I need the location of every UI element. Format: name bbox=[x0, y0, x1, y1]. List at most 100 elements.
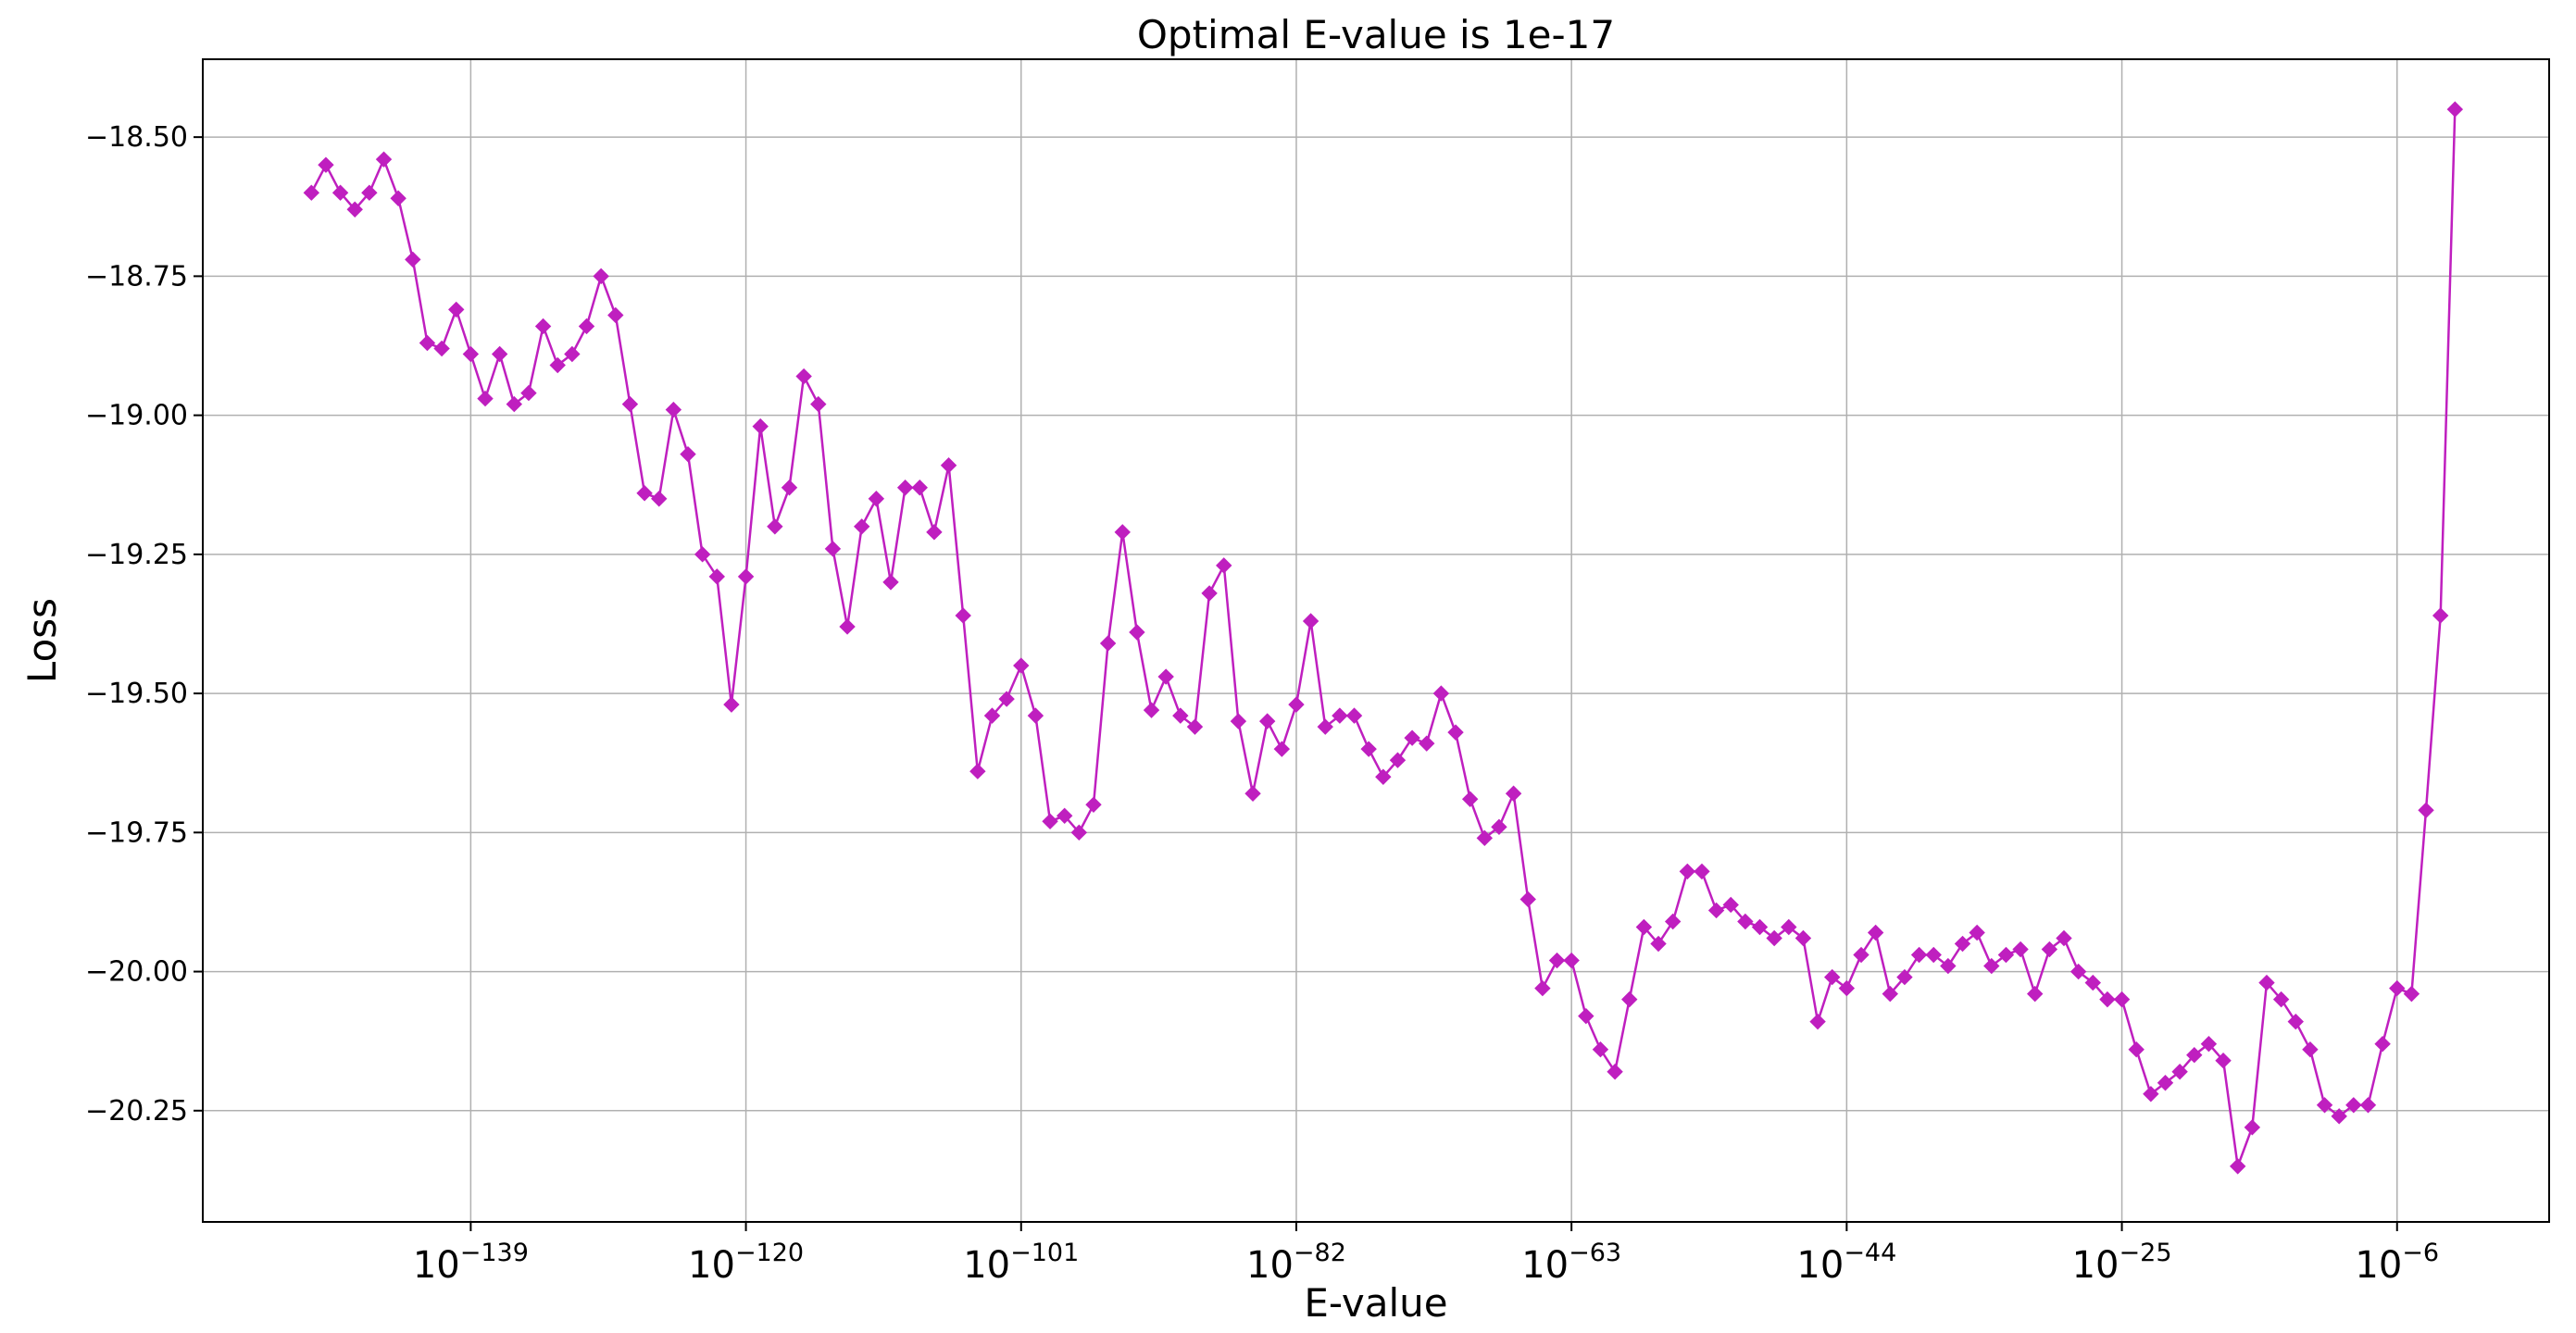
data-point bbox=[1404, 729, 1420, 746]
data-point bbox=[1143, 702, 1160, 718]
data-point bbox=[1910, 946, 1928, 964]
data-point bbox=[1737, 913, 1754, 930]
data-point bbox=[346, 201, 363, 218]
data-point bbox=[940, 456, 957, 474]
data-point bbox=[911, 480, 928, 496]
data-point bbox=[1332, 707, 1348, 724]
data-point bbox=[752, 417, 769, 435]
data-point bbox=[318, 156, 334, 173]
data-point bbox=[1230, 713, 1247, 729]
data-point bbox=[1288, 696, 1305, 713]
data-point bbox=[839, 618, 856, 635]
data-point bbox=[1519, 891, 1536, 908]
x-axis-label: E-value bbox=[1304, 1280, 1447, 1326]
data-point bbox=[2157, 1075, 2174, 1091]
data-point bbox=[2272, 990, 2290, 1008]
data-point bbox=[1592, 1040, 1609, 1058]
data-point bbox=[1809, 1013, 1826, 1030]
data-point bbox=[1621, 990, 1638, 1008]
data-point bbox=[1896, 968, 1913, 986]
data-point bbox=[405, 251, 421, 268]
data-point bbox=[1997, 946, 2015, 964]
data-point bbox=[549, 356, 566, 374]
data-point bbox=[1114, 524, 1131, 541]
data-point bbox=[1794, 929, 1812, 947]
data-point bbox=[1867, 924, 1884, 941]
data-point bbox=[2099, 990, 2116, 1008]
data-point bbox=[1707, 902, 1725, 919]
data-point bbox=[593, 268, 609, 285]
data-point bbox=[1505, 785, 1522, 802]
data-point bbox=[1722, 896, 1739, 914]
data-point bbox=[1432, 685, 1450, 702]
data-point bbox=[607, 306, 624, 324]
data-point bbox=[1157, 668, 1174, 685]
data-point bbox=[636, 485, 653, 502]
data-markers bbox=[303, 101, 2464, 1175]
series-line bbox=[310, 109, 2457, 1167]
x-tick-label: 10−139 bbox=[413, 1239, 529, 1287]
data-point bbox=[564, 345, 581, 363]
y-tick-label: −19.75 bbox=[85, 816, 188, 849]
data-point bbox=[2041, 941, 2058, 958]
data-point bbox=[1694, 863, 1710, 880]
data-point bbox=[2186, 1047, 2203, 1064]
data-point bbox=[1070, 824, 1088, 841]
data-point bbox=[868, 491, 885, 507]
data-point bbox=[2027, 985, 2044, 1003]
y-tick-label: −18.75 bbox=[85, 260, 188, 293]
data-point bbox=[477, 390, 494, 407]
data-point bbox=[1056, 807, 1073, 825]
data-point bbox=[1273, 741, 1291, 757]
data-point bbox=[969, 763, 986, 779]
x-tick-label: 10−44 bbox=[1796, 1239, 1896, 1287]
data-point bbox=[680, 445, 696, 463]
data-point bbox=[1419, 735, 1435, 752]
data-point bbox=[1085, 796, 1102, 813]
y-tick-label: −19.25 bbox=[85, 539, 188, 571]
data-point bbox=[854, 518, 870, 535]
data-point bbox=[2418, 802, 2434, 818]
grid-lines bbox=[203, 59, 2549, 1222]
data-point bbox=[2244, 1119, 2261, 1136]
data-point bbox=[1461, 791, 1479, 807]
x-tick-label: 10−82 bbox=[1246, 1239, 1346, 1287]
data-point bbox=[520, 384, 537, 402]
data-point bbox=[998, 691, 1015, 707]
data-point bbox=[1317, 718, 1333, 735]
data-point bbox=[882, 574, 899, 591]
data-point bbox=[2215, 1053, 2232, 1069]
data-point bbox=[1360, 741, 1377, 757]
data-point bbox=[1578, 1007, 1594, 1025]
chart-title: Optimal E-value is 1e-17 bbox=[1137, 12, 1615, 57]
data-point bbox=[926, 524, 943, 541]
data-point bbox=[621, 395, 639, 413]
data-point bbox=[1838, 979, 1856, 997]
data-point bbox=[419, 334, 436, 352]
data-point bbox=[1650, 935, 1667, 953]
x-tick-label: 10−120 bbox=[688, 1239, 804, 1287]
data-point bbox=[1954, 935, 1971, 953]
x-tick-labels: 10−139 10−120 10−101 10−82 10−63 10−44 10−25 10… bbox=[413, 1239, 2439, 1287]
data-point bbox=[1447, 724, 1464, 741]
y-tick-labels: −18.50 −18.75 −19.00 −19.25 −19.50 −19.75 −20.… bbox=[85, 121, 188, 1127]
data-point bbox=[1781, 918, 1797, 936]
y-tick-label: −19.00 bbox=[85, 400, 188, 432]
data-point bbox=[1042, 813, 1058, 830]
data-point bbox=[2113, 990, 2131, 1008]
data-point bbox=[1491, 818, 1507, 836]
y-axis-label: Loss bbox=[19, 598, 65, 683]
data-point bbox=[1389, 752, 1407, 768]
data-point bbox=[2056, 929, 2072, 947]
data-point bbox=[390, 190, 406, 206]
y-tick-label: −20.00 bbox=[85, 956, 188, 989]
data-point bbox=[2287, 1013, 2304, 1030]
data-point bbox=[781, 480, 798, 496]
data-point bbox=[1607, 1064, 1623, 1080]
data-point bbox=[1476, 829, 1494, 847]
data-point bbox=[955, 607, 971, 624]
data-point bbox=[2403, 985, 2420, 1003]
data-point bbox=[433, 340, 450, 357]
data-point bbox=[1940, 957, 1957, 975]
